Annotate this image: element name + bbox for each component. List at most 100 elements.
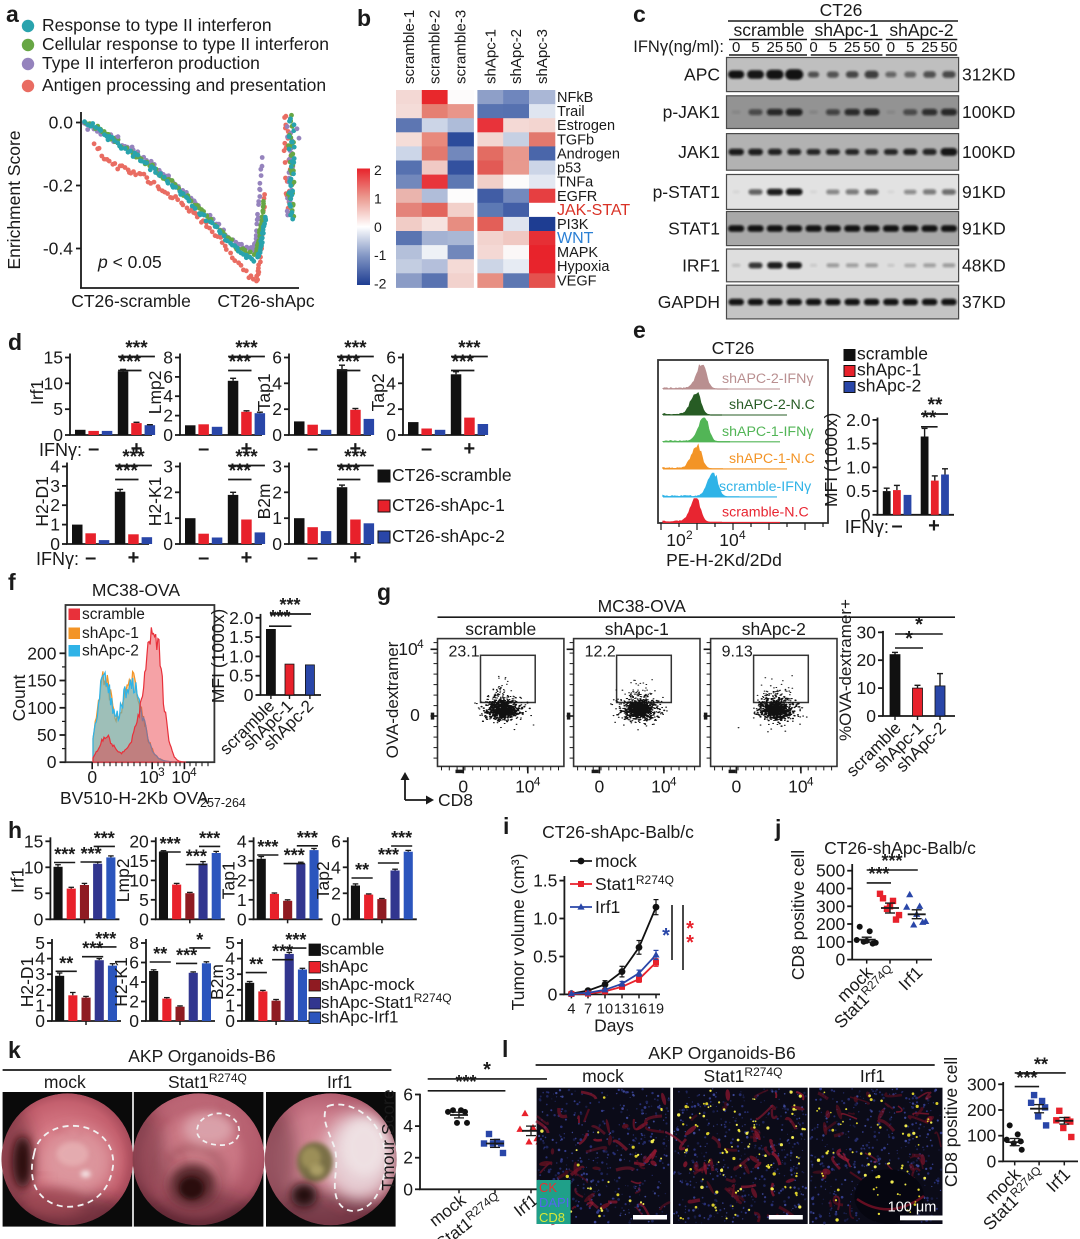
svg-text:-0.4: -0.4 — [43, 239, 73, 259]
svg-text:–: – — [307, 438, 318, 460]
svg-text:0.5: 0.5 — [533, 947, 557, 967]
svg-text:0: 0 — [163, 425, 173, 445]
svg-text:4: 4 — [534, 774, 541, 788]
svg-text:shApc-1: shApc-1 — [605, 619, 669, 639]
svg-text:0: 0 — [861, 505, 871, 525]
svg-text:***: *** — [455, 1072, 476, 1092]
svg-text:3: 3 — [225, 964, 235, 984]
svg-text:–: – — [198, 438, 209, 460]
svg-text:1.0: 1.0 — [533, 909, 558, 929]
svg-text:***: *** — [176, 945, 197, 965]
svg-text:scamble: scamble — [321, 940, 384, 959]
svg-text:Cellular response to type II i: Cellular response to type II interferon — [42, 34, 329, 54]
svg-text:EGFR: EGFR — [557, 189, 597, 205]
svg-text:**: ** — [153, 944, 167, 964]
svg-text:300: 300 — [967, 1074, 996, 1094]
svg-text:IFNγ(ng/ml):: IFNγ(ng/ml): — [633, 38, 724, 56]
svg-text:MFI (1000x): MFI (1000x) — [208, 609, 228, 703]
svg-text:Response to type II interferon: Response to type II interferon — [42, 15, 272, 35]
svg-text:19: 19 — [648, 1001, 664, 1017]
svg-text:0: 0 — [386, 425, 396, 445]
svg-text:IFNγ:: IFNγ: — [36, 549, 79, 569]
svg-text:***: *** — [458, 338, 481, 359]
svg-text:CD8 positive cell: CD8 positive cell — [788, 850, 808, 980]
svg-text:IFNγ:: IFNγ: — [39, 440, 82, 460]
svg-text:*: * — [686, 932, 694, 954]
svg-text:***: *** — [378, 845, 399, 865]
svg-text:*: * — [483, 1059, 491, 1081]
svg-text:*: * — [662, 925, 670, 947]
svg-text:***: *** — [272, 942, 293, 962]
svg-text:CT26-shApc-2: CT26-shApc-2 — [392, 526, 505, 546]
svg-text:0: 0 — [87, 767, 97, 787]
svg-text:2: 2 — [50, 495, 60, 515]
svg-text:scramble-3: scramble-3 — [453, 10, 470, 84]
svg-text:***: *** — [125, 338, 148, 359]
svg-text:5: 5 — [34, 883, 44, 903]
svg-text:4: 4 — [417, 637, 424, 651]
svg-text:2: 2 — [35, 980, 45, 1000]
svg-text:+: + — [241, 438, 253, 460]
svg-text:Irf1: Irf1 — [860, 1066, 885, 1086]
svg-text:***: *** — [344, 338, 367, 359]
svg-text:p53: p53 — [557, 161, 581, 177]
svg-text:1: 1 — [50, 515, 60, 535]
svg-text:Tap2: Tap2 — [368, 373, 388, 411]
svg-text:Tumor volume (cm³): Tumor volume (cm³) — [508, 854, 528, 1011]
svg-text:shApc-Irf1: shApc-Irf1 — [321, 1008, 398, 1027]
svg-text:0: 0 — [47, 752, 57, 772]
svg-text:6: 6 — [272, 348, 282, 368]
svg-text:1.5: 1.5 — [533, 871, 557, 891]
svg-text:50: 50 — [941, 39, 958, 56]
svg-text:i: i — [503, 813, 509, 839]
svg-text:***: *** — [235, 338, 258, 359]
svg-text:***: *** — [186, 847, 207, 867]
svg-text:4: 4 — [670, 774, 677, 788]
svg-text:5: 5 — [751, 39, 759, 56]
svg-text:2: 2 — [272, 482, 282, 502]
svg-text:100: 100 — [967, 1126, 996, 1146]
svg-text:0: 0 — [887, 39, 895, 56]
svg-text:***: *** — [868, 864, 889, 884]
svg-text:5: 5 — [225, 933, 235, 953]
svg-text:mock: mock — [582, 1066, 624, 1086]
svg-text:Trail: Trail — [557, 104, 585, 120]
svg-text:91KD: 91KD — [962, 182, 1006, 202]
svg-text:APC: APC — [684, 65, 720, 85]
svg-text:***: *** — [881, 851, 902, 871]
svg-text:mock: mock — [44, 1072, 86, 1092]
svg-text:JAK1: JAK1 — [678, 142, 720, 162]
svg-text:3: 3 — [158, 765, 165, 779]
svg-text:5: 5 — [35, 933, 45, 953]
svg-text:6: 6 — [129, 953, 139, 973]
svg-text:CD8 positive cell: CD8 positive cell — [941, 1057, 961, 1187]
svg-text:shApc-3: shApc-3 — [534, 29, 551, 84]
svg-text:H2-K1: H2-K1 — [111, 957, 131, 1007]
svg-text:scramble: scramble — [734, 20, 805, 40]
svg-text:100KD: 100KD — [962, 142, 1016, 162]
svg-text:scramble-2: scramble-2 — [427, 10, 444, 84]
svg-text:0: 0 — [403, 1179, 413, 1199]
svg-text:**: ** — [355, 860, 369, 880]
svg-text:1: 1 — [374, 190, 382, 206]
svg-text:–: – — [307, 547, 318, 569]
svg-text:–: – — [891, 515, 902, 537]
svg-text:10: 10 — [139, 767, 159, 787]
svg-text:CT26-shApc-1: CT26-shApc-1 — [392, 495, 505, 515]
svg-text:13: 13 — [614, 1001, 630, 1017]
svg-text:0: 0 — [835, 950, 845, 970]
svg-text:1: 1 — [272, 508, 282, 528]
svg-text:0: 0 — [139, 909, 149, 929]
svg-text:Irf1: Irf1 — [1042, 1164, 1074, 1196]
svg-text:H2-K1: H2-K1 — [145, 477, 165, 527]
svg-text:e: e — [633, 317, 646, 343]
svg-text:1.5: 1.5 — [846, 434, 870, 454]
svg-text:JAK-STAT: JAK-STAT — [557, 202, 630, 219]
svg-text:0: 0 — [163, 534, 173, 554]
svg-text:B2m: B2m — [207, 964, 227, 1000]
svg-text:23.1: 23.1 — [449, 644, 480, 661]
svg-text:Irf1: Irf1 — [27, 380, 47, 405]
svg-text:0: 0 — [374, 219, 382, 235]
svg-text:l: l — [502, 1036, 508, 1062]
svg-text:10: 10 — [398, 639, 418, 659]
